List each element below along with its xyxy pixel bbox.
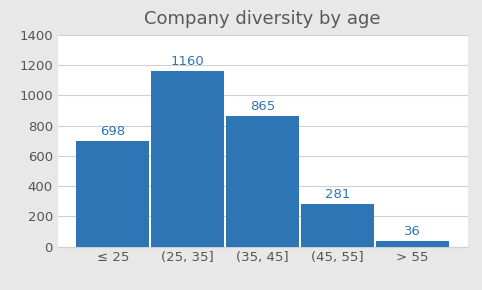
Text: 865: 865 <box>250 100 275 113</box>
Bar <box>227 116 299 246</box>
Title: Company diversity by age: Company diversity by age <box>145 10 381 28</box>
Bar <box>151 71 224 246</box>
Bar <box>376 241 449 246</box>
Text: 281: 281 <box>325 188 350 201</box>
Text: 698: 698 <box>100 125 125 138</box>
Text: 1160: 1160 <box>171 55 205 68</box>
Bar <box>77 141 149 246</box>
Bar <box>301 204 374 246</box>
Text: 36: 36 <box>404 225 421 238</box>
